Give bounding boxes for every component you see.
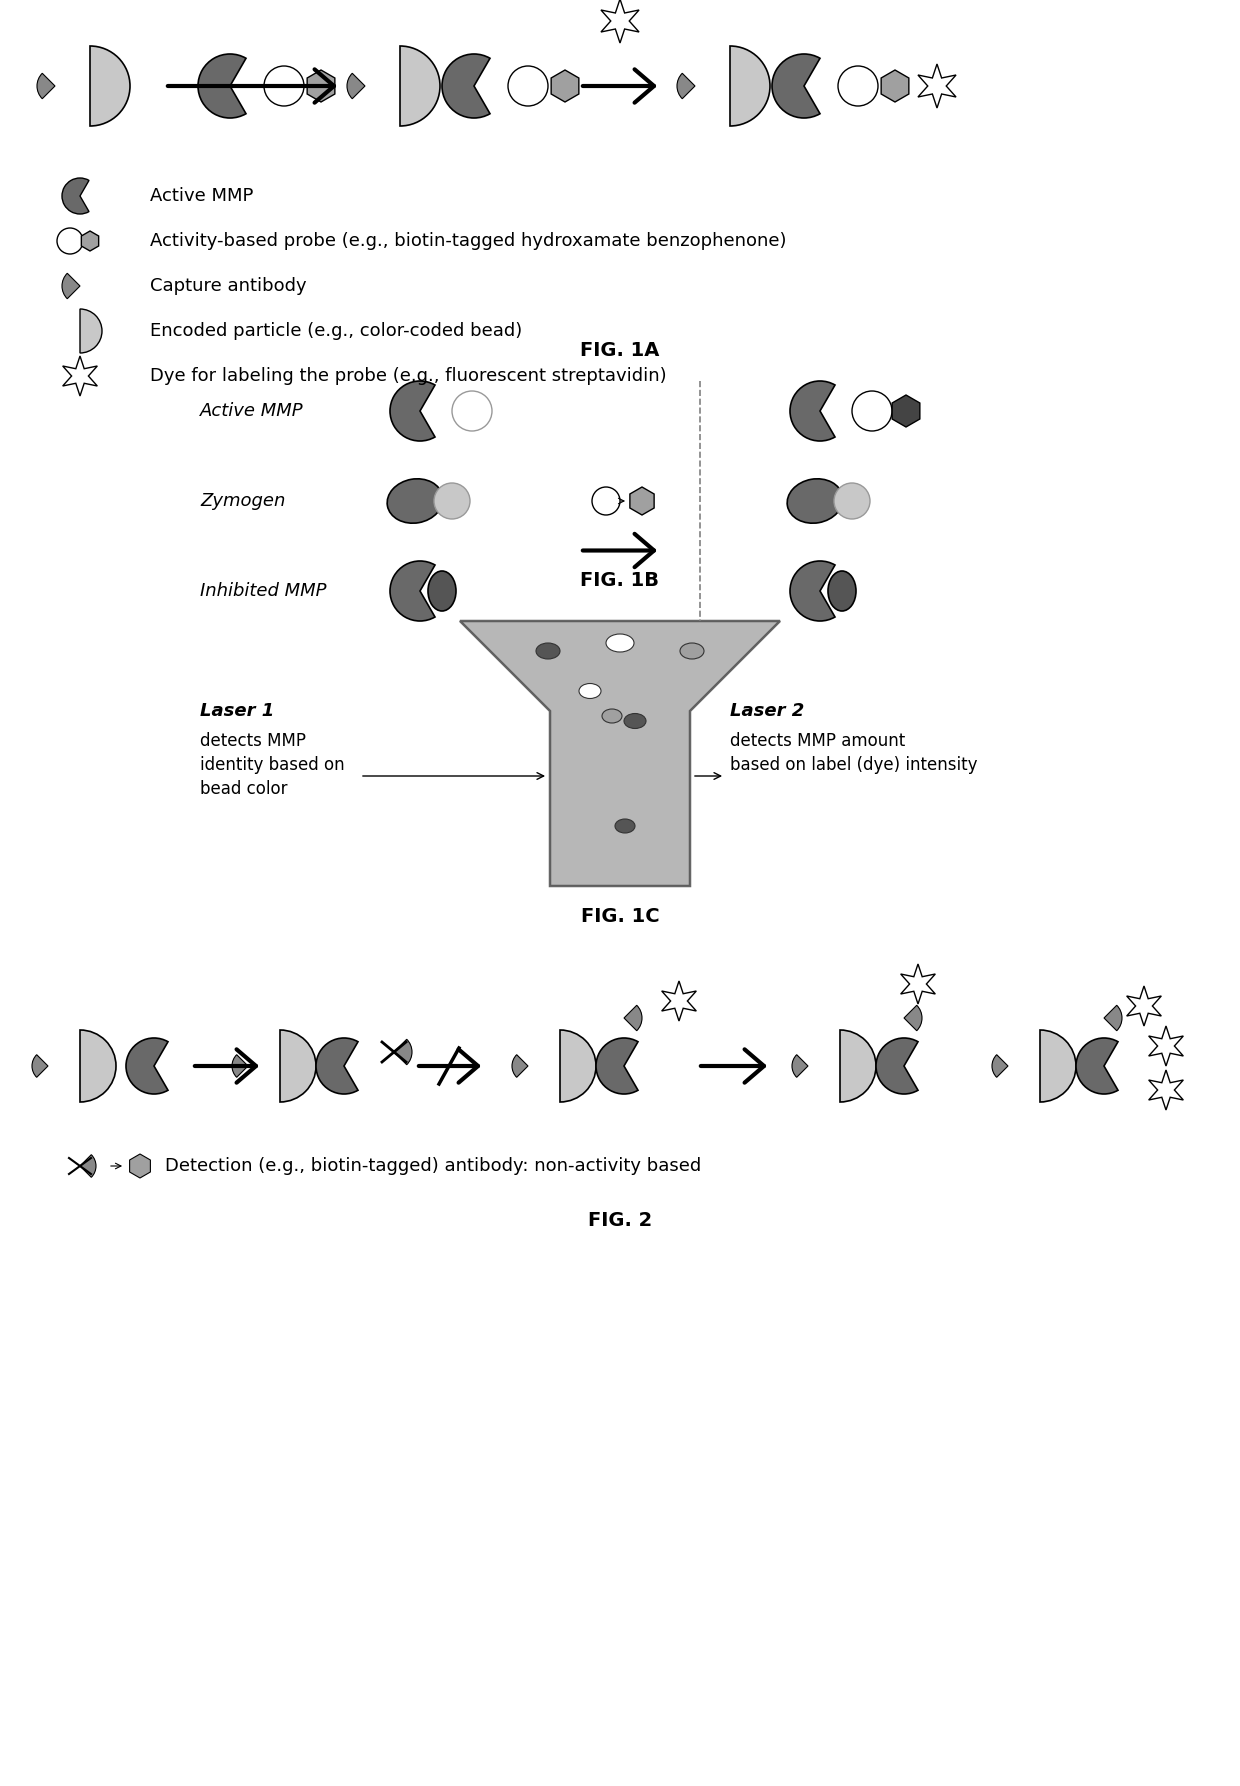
Text: Active MMP: Active MMP — [150, 188, 253, 205]
Wedge shape — [992, 1056, 1008, 1077]
Circle shape — [591, 488, 620, 514]
Polygon shape — [130, 1154, 150, 1179]
Text: Encoded particle (e.g., color-coded bead): Encoded particle (e.g., color-coded bead… — [150, 321, 522, 339]
Wedge shape — [401, 46, 440, 127]
Ellipse shape — [387, 479, 443, 523]
Polygon shape — [63, 355, 97, 396]
Wedge shape — [81, 309, 102, 354]
Wedge shape — [790, 561, 835, 622]
Text: Activity-based probe (e.g., biotin-tagged hydroxamate benzophenone): Activity-based probe (e.g., biotin-tagge… — [150, 232, 786, 250]
Text: detects MMP: detects MMP — [200, 732, 306, 750]
Wedge shape — [81, 1031, 117, 1102]
Circle shape — [852, 391, 892, 430]
Ellipse shape — [787, 479, 843, 523]
Wedge shape — [596, 1038, 639, 1095]
Wedge shape — [62, 273, 81, 298]
Wedge shape — [347, 73, 365, 98]
Text: FIG. 1A: FIG. 1A — [580, 341, 660, 361]
Ellipse shape — [615, 820, 635, 832]
Polygon shape — [900, 964, 935, 1004]
Circle shape — [835, 482, 870, 520]
Wedge shape — [232, 1056, 248, 1077]
Text: Detection (e.g., biotin-tagged) antibody: non-activity based: Detection (e.g., biotin-tagged) antibody… — [165, 1157, 702, 1175]
Text: identity based on: identity based on — [200, 755, 345, 773]
Wedge shape — [1076, 1038, 1118, 1095]
Polygon shape — [892, 395, 920, 427]
Wedge shape — [394, 1039, 412, 1064]
Wedge shape — [560, 1031, 596, 1102]
Wedge shape — [677, 73, 694, 98]
Text: Capture antibody: Capture antibody — [150, 277, 306, 295]
Ellipse shape — [680, 643, 704, 659]
Text: Dye for labeling the probe (e.g., fluorescent streptavidin): Dye for labeling the probe (e.g., fluore… — [150, 366, 667, 386]
Polygon shape — [308, 70, 335, 102]
Wedge shape — [198, 54, 246, 118]
Wedge shape — [792, 1056, 808, 1077]
Wedge shape — [280, 1031, 316, 1102]
Wedge shape — [32, 1056, 48, 1077]
Wedge shape — [91, 46, 130, 127]
Wedge shape — [624, 1006, 642, 1031]
Wedge shape — [62, 179, 89, 214]
Wedge shape — [391, 561, 435, 622]
Wedge shape — [839, 1031, 875, 1102]
Text: FIG. 1C: FIG. 1C — [580, 907, 660, 925]
Ellipse shape — [579, 684, 601, 698]
Ellipse shape — [828, 572, 856, 611]
Circle shape — [453, 391, 492, 430]
Polygon shape — [1148, 1025, 1183, 1066]
Text: Zymogen: Zymogen — [200, 491, 285, 511]
Wedge shape — [773, 54, 820, 118]
Wedge shape — [904, 1006, 923, 1031]
Wedge shape — [391, 380, 435, 441]
Polygon shape — [662, 981, 697, 1022]
Wedge shape — [512, 1056, 528, 1077]
Wedge shape — [37, 73, 55, 98]
Ellipse shape — [624, 713, 646, 729]
Polygon shape — [630, 488, 655, 514]
Wedge shape — [441, 54, 490, 118]
Text: Active MMP: Active MMP — [200, 402, 304, 420]
Polygon shape — [1127, 986, 1162, 1025]
Ellipse shape — [536, 643, 560, 659]
Polygon shape — [551, 70, 579, 102]
Circle shape — [508, 66, 548, 105]
Wedge shape — [126, 1038, 167, 1095]
Wedge shape — [875, 1038, 918, 1095]
Text: Laser 1: Laser 1 — [200, 702, 274, 720]
Text: based on label (dye) intensity: based on label (dye) intensity — [730, 755, 977, 773]
Wedge shape — [81, 1156, 95, 1177]
Text: Laser 2: Laser 2 — [730, 702, 805, 720]
Wedge shape — [790, 380, 835, 441]
Polygon shape — [82, 230, 99, 252]
Polygon shape — [601, 0, 639, 43]
Text: bead color: bead color — [200, 780, 288, 798]
Text: FIG. 1B: FIG. 1B — [580, 572, 660, 591]
Circle shape — [434, 482, 470, 520]
Wedge shape — [1104, 1006, 1122, 1031]
Polygon shape — [460, 622, 780, 886]
Wedge shape — [730, 46, 770, 127]
Text: FIG. 2: FIG. 2 — [588, 1211, 652, 1231]
Ellipse shape — [428, 572, 456, 611]
Wedge shape — [1040, 1031, 1076, 1102]
Polygon shape — [918, 64, 956, 107]
Circle shape — [57, 229, 83, 254]
Circle shape — [838, 66, 878, 105]
Text: Inhibited MMP: Inhibited MMP — [200, 582, 326, 600]
Ellipse shape — [606, 634, 634, 652]
Ellipse shape — [601, 709, 622, 723]
Polygon shape — [882, 70, 909, 102]
Text: detects MMP amount: detects MMP amount — [730, 732, 905, 750]
Polygon shape — [1148, 1070, 1183, 1111]
Wedge shape — [316, 1038, 358, 1095]
Circle shape — [264, 66, 304, 105]
